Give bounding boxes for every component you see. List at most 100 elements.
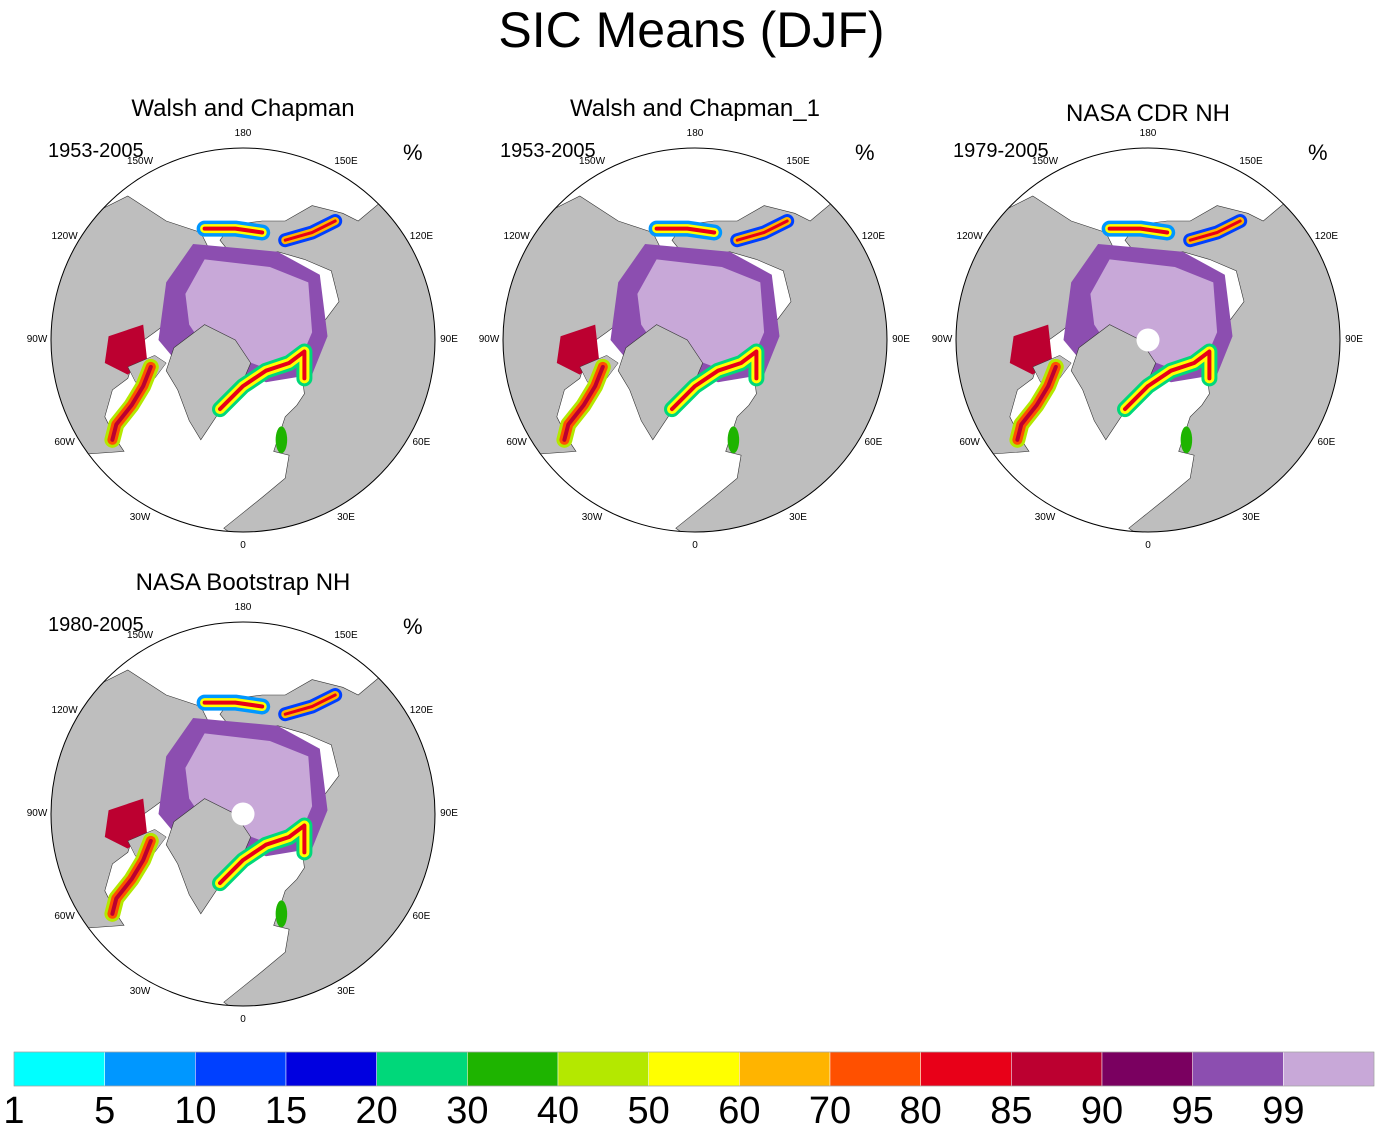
lon-label: 90W	[26, 808, 48, 819]
sic-edge-okhotsk-80	[735, 219, 789, 242]
lon-label: 150W	[1031, 155, 1059, 167]
lon-label: 120W	[51, 705, 78, 716]
polar-map-2	[502, 147, 888, 533]
lon-label: 150W	[578, 155, 606, 167]
land-greenland	[165, 324, 252, 441]
panel-units: %	[403, 140, 423, 165]
land-greenland	[165, 798, 252, 915]
pole-hole	[231, 802, 255, 826]
lon-label: 180	[234, 128, 252, 139]
sic-edge-okhotsk-80	[283, 219, 337, 242]
lon-label: 60E	[864, 437, 883, 448]
lon-label: 150E	[334, 155, 358, 167]
sic-edge-okhotsk-80	[1188, 219, 1242, 242]
map-border	[50, 147, 436, 533]
colorbar-label: 1	[3, 1090, 25, 1132]
colorbar-swatch	[13, 1051, 105, 1087]
lon-label: 30W	[129, 512, 151, 524]
panel-title: Walsh and Chapman	[131, 95, 355, 122]
lon-label: 30W	[1034, 512, 1056, 524]
sic-edge-bering-80	[202, 226, 265, 235]
colorbar-label: 30	[446, 1090, 489, 1132]
panel-period: 1980-2005	[48, 614, 144, 636]
colorbar-swatch	[285, 1051, 377, 1087]
panel-title: Walsh and Chapman_1	[570, 95, 820, 122]
polar-map-4	[50, 621, 436, 1007]
lon-label: 60W	[54, 437, 75, 448]
colorbar-label: 10	[174, 1090, 217, 1132]
sic-baltic	[275, 900, 288, 928]
lon-label: 0	[692, 540, 698, 551]
sic-edge-labrador-85	[110, 364, 153, 442]
lon-label: 120W	[956, 231, 983, 242]
polar-map-1	[50, 147, 436, 533]
panel-title: NASA Bootstrap NH	[135, 569, 351, 596]
lon-label: 60W	[54, 911, 75, 922]
panel-units: %	[1308, 140, 1328, 165]
panel-title: NASA CDR NH	[1065, 100, 1231, 127]
colorbar-label: 5	[94, 1090, 116, 1132]
colorbar-label: 85	[990, 1090, 1033, 1132]
lon-label: 90W	[931, 334, 953, 345]
lon-label: 180	[686, 128, 704, 139]
map-border	[50, 621, 436, 1007]
lon-label: 0	[240, 1014, 246, 1025]
lon-label: 30E	[337, 986, 355, 998]
sic-baltic	[727, 426, 740, 454]
lon-label: 30E	[789, 512, 807, 524]
colorbar-swatch	[1011, 1051, 1103, 1087]
sic-edge-barents-80	[218, 349, 307, 412]
colorbar-swatch	[557, 1051, 649, 1087]
lon-label: 0	[1145, 540, 1151, 551]
colorbar	[13, 1051, 1375, 1087]
colorbar-label: 90	[1080, 1090, 1124, 1132]
panel-period: 1979-2005	[953, 140, 1049, 162]
sic-edge-barents-80	[1123, 349, 1212, 412]
sic-edge-okhotsk-80	[283, 693, 337, 716]
lon-label: 150E	[334, 629, 358, 641]
sic-hudson-bay	[556, 324, 599, 375]
colorbar-label: 70	[808, 1090, 852, 1132]
colorbar-swatch	[104, 1051, 196, 1087]
panel-period: 1953-2005	[500, 140, 596, 162]
sic-edge-bering-80	[202, 700, 265, 709]
sic-edge-labrador-85	[1015, 364, 1058, 442]
colorbar-label: 50	[627, 1090, 670, 1132]
lon-label: 60E	[1317, 437, 1336, 448]
sic-edge-labrador-85	[562, 364, 605, 442]
colorbar-swatch	[376, 1051, 468, 1087]
map-content	[956, 148, 1340, 532]
lon-label: 150E	[1239, 155, 1263, 167]
colorbar-swatch	[739, 1051, 831, 1087]
map-border	[502, 147, 888, 533]
lon-label: 90W	[26, 334, 48, 345]
sic-edge-barents-80	[218, 823, 307, 886]
sic-edge-bering-80	[654, 226, 717, 235]
sic-hudson-bay	[104, 324, 147, 375]
lon-label: 90E	[892, 334, 910, 345]
colorbar-swatch	[1192, 1051, 1284, 1087]
lon-label: 60E	[412, 911, 431, 922]
map-content	[51, 622, 435, 1006]
polar-map-3	[955, 147, 1341, 533]
lon-label: 120W	[51, 231, 78, 242]
lon-label: 150W	[126, 629, 154, 641]
lon-label: 60W	[959, 437, 980, 448]
map-content	[51, 148, 435, 532]
colorbar-label: 95	[1171, 1090, 1214, 1132]
sic-baltic	[1180, 426, 1193, 454]
colorbar-label: 80	[899, 1090, 942, 1132]
lon-label: 90W	[478, 334, 500, 345]
land-greenland	[617, 324, 704, 441]
colorbar-label: 40	[536, 1090, 580, 1132]
sic-edge-barents-80	[670, 349, 759, 412]
lon-label: 120E	[409, 705, 434, 716]
lon-label: 180	[1139, 128, 1157, 139]
map-border	[955, 147, 1341, 533]
colorbar-swatch	[648, 1051, 740, 1087]
lon-label: 30W	[129, 986, 151, 998]
panel-units: %	[855, 140, 875, 165]
lon-label: 30E	[337, 512, 355, 524]
lon-label: 60W	[506, 437, 527, 448]
